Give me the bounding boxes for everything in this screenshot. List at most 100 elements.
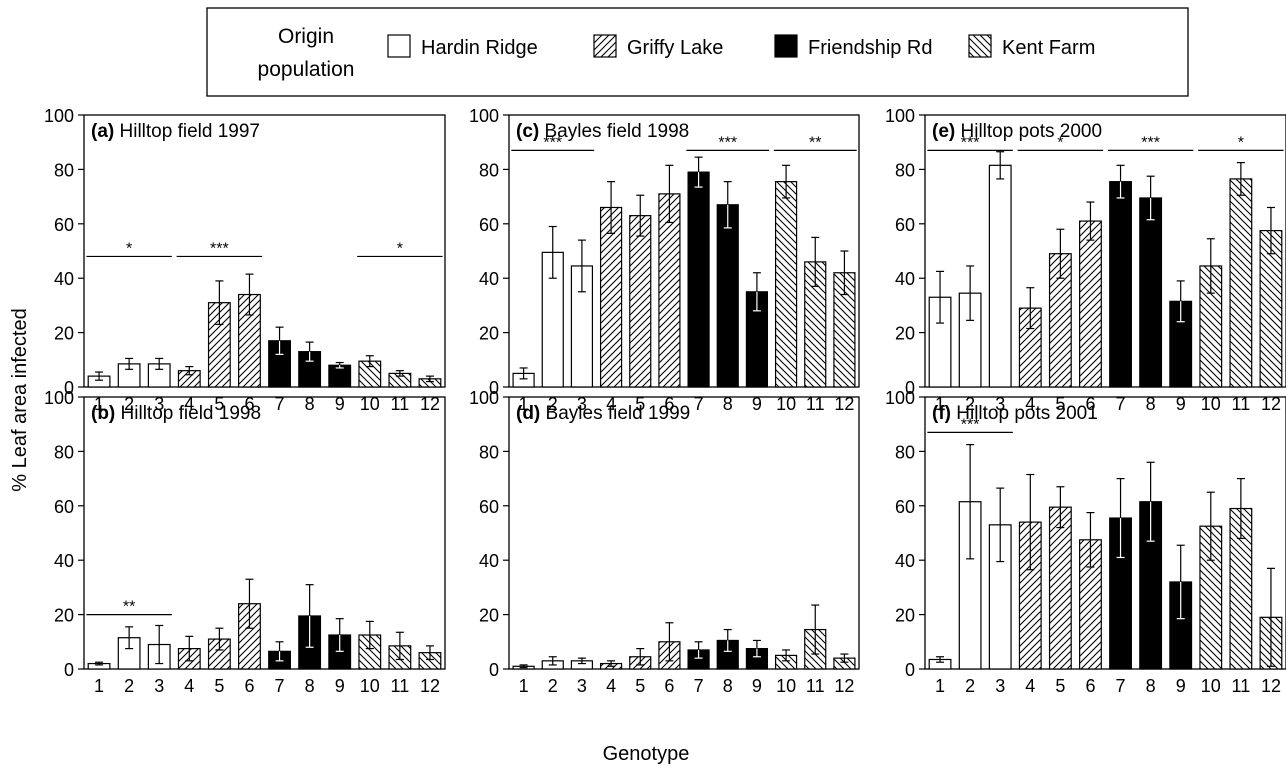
significance-stars: *** (210, 240, 229, 257)
x-tick-label: 12 (834, 676, 854, 696)
x-tick-label: 8 (723, 394, 733, 414)
significance-stars: ** (809, 134, 821, 151)
x-tick-label: 12 (420, 394, 440, 414)
x-tick-label: 4 (1025, 676, 1035, 696)
significance-stars: * (1238, 134, 1244, 151)
x-tick-label: 7 (275, 676, 285, 696)
x-tick-label: 9 (1176, 394, 1186, 414)
x-tick-label: 8 (723, 676, 733, 696)
x-tick-label: 6 (664, 676, 674, 696)
x-tick-label: 11 (806, 676, 825, 696)
bar-genotype-5 (1048, 506, 1072, 670)
y-tick-label: 40 (479, 551, 499, 571)
bar-genotype-8 (1139, 197, 1163, 388)
y-tick-label: 80 (895, 160, 915, 180)
x-tick-label: 4 (1025, 394, 1035, 414)
x-tick-label: 3 (995, 676, 1005, 696)
y-tick-label: 60 (895, 215, 915, 235)
bar-genotype-8 (716, 204, 739, 388)
y-tick-label: 40 (54, 551, 74, 571)
legend-swatch-friendship-rd (774, 34, 798, 58)
significance-stars: * (126, 240, 132, 257)
x-tick-label: 10 (776, 394, 796, 414)
y-tick-label: 100 (44, 388, 74, 408)
x-tick-label: 9 (335, 394, 345, 414)
y-tick-label: 0 (64, 378, 74, 398)
x-tick-label: 7 (1116, 676, 1126, 696)
y-tick-label: 100 (885, 106, 915, 126)
y-tick-label: 80 (479, 160, 499, 180)
legend-label-hardin-ridge: Hardin Ridge (421, 37, 538, 59)
plot-frame (508, 114, 860, 388)
y-tick-label: 40 (479, 269, 499, 289)
significance-stars: * (1057, 134, 1063, 151)
y-tick-label: 60 (479, 215, 499, 235)
plot-frame (924, 114, 1286, 388)
y-tick-label: 0 (489, 378, 499, 398)
panel-title: (a) Hilltop field 1997 (91, 121, 260, 142)
legend-swatch-kent-farm (968, 34, 992, 58)
y-tick-label: 20 (895, 324, 915, 344)
x-tick-label: 7 (1116, 394, 1126, 414)
x-tick-label: 8 (305, 676, 315, 696)
x-tick-label: 8 (1146, 394, 1156, 414)
bar-genotype-3 (988, 164, 1012, 388)
x-tick-label: 8 (1146, 676, 1156, 696)
y-tick-label: 0 (905, 378, 915, 398)
panel-title: (d) Bayles field 1999 (516, 403, 690, 424)
x-tick-label: 3 (577, 394, 587, 414)
x-tick-label: 10 (776, 676, 796, 696)
plot-frame (83, 396, 446, 670)
x-tick-label: 11 (391, 676, 410, 696)
plot-frame (83, 114, 446, 388)
y-tick-label: 80 (54, 442, 74, 462)
y-tick-label: 0 (905, 660, 915, 680)
x-tick-label: 4 (184, 394, 194, 414)
significance-stars: *** (718, 134, 737, 151)
x-tick-label: 11 (1232, 676, 1251, 696)
x-tick-label: 1 (519, 676, 529, 696)
x-tick-label: 12 (834, 394, 854, 414)
legend: Origin population Hardin Ridge Griffy La… (206, 7, 1189, 97)
y-tick-label: 20 (895, 606, 915, 626)
legend-label-kent-farm: Kent Farm (1002, 37, 1095, 59)
y-axis-label: % Leaf area infected (9, 308, 31, 491)
x-tick-label: 1 (94, 676, 104, 696)
legend-swatch-griffy-lake (593, 34, 617, 58)
y-tick-label: 80 (54, 160, 74, 180)
panel-title: (b) Hilltop field 1998 (91, 403, 261, 424)
y-tick-label: 80 (479, 442, 499, 462)
x-tick-label: 3 (995, 394, 1005, 414)
bar-genotype-7 (1109, 181, 1132, 388)
legend-label-griffy-lake: Griffy Lake (627, 37, 723, 59)
legend-swatch-hardin-ridge (387, 34, 411, 58)
x-tick-label: 2 (965, 676, 975, 696)
y-tick-label: 100 (469, 388, 499, 408)
significance-stars: *** (961, 134, 980, 151)
x-tick-label: 8 (305, 394, 315, 414)
x-tick-label: 2 (124, 394, 134, 414)
y-tick-label: 100 (44, 106, 74, 126)
plot-frame (508, 396, 860, 670)
x-tick-label: 12 (1261, 676, 1281, 696)
x-tick-label: 11 (391, 394, 410, 414)
significance-stars: *** (961, 416, 980, 433)
y-tick-label: 40 (895, 269, 915, 289)
x-tick-label: 1 (935, 676, 945, 696)
x-tick-label: 1 (935, 394, 945, 414)
significance-stars: * (397, 240, 403, 257)
x-tick-label: 6 (1085, 394, 1095, 414)
y-tick-label: 40 (54, 269, 74, 289)
x-tick-label: 3 (577, 676, 587, 696)
x-axis-label: Genotype (603, 743, 690, 765)
y-tick-label: 20 (479, 606, 499, 626)
significance-stars: *** (543, 134, 562, 151)
x-tick-label: 9 (1176, 676, 1186, 696)
y-tick-label: 60 (895, 497, 915, 517)
x-tick-label: 6 (244, 676, 254, 696)
